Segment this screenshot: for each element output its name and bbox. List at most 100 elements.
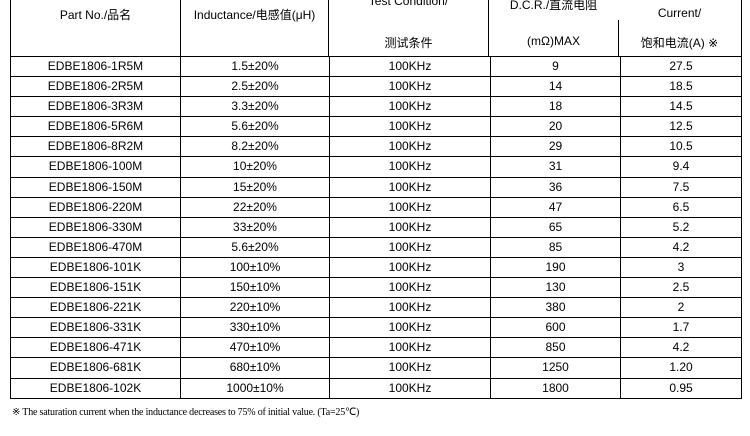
cell-test-condition: 100KHz: [330, 157, 491, 177]
cell-dcr: 600: [491, 318, 621, 338]
cell-part-no: EDBE1806-681K: [11, 358, 181, 378]
header-test-condition: Test Condition/测试条件: [329, 0, 489, 56]
cell-dcr: 29: [491, 137, 621, 157]
cell-test-condition: 100KHz: [330, 378, 491, 398]
cell-current: 10.5: [669, 139, 693, 154]
cell-current: 3: [677, 259, 685, 274]
table-row: EDBE1806-1R5M 1.5±20% 100KHz 9 27.5: [11, 57, 741, 78]
cell-current: 27.5: [669, 59, 693, 73]
cell-test-condition: 100KHz: [330, 237, 491, 257]
cell-current: 7.5: [672, 179, 690, 194]
cell-dcr: 190: [491, 257, 621, 278]
cell-current: 1.20: [669, 360, 693, 375]
cell-part-no: EDBE1806-101K: [11, 257, 181, 278]
cell-part-no: EDBE1806-1R5M: [11, 57, 181, 77]
cell-current: 18.5: [669, 79, 693, 94]
cell-inductance: 22±20%: [181, 197, 330, 217]
cell-inductance: 1000±10%: [181, 378, 330, 398]
header-text: 测试条件: [384, 36, 433, 50]
cell-part-no: EDBE1806-330M: [11, 217, 181, 237]
cell-dcr: 9: [491, 57, 621, 77]
cell-part-no: EDBE1806-331K: [11, 318, 181, 338]
header-text: Inductance/电感值(μH): [193, 8, 316, 22]
cell-current: 5.2: [672, 219, 690, 234]
cell-current: 14.5: [669, 99, 693, 114]
cell-test-condition: 100KHz: [330, 318, 491, 338]
cell-test-condition: 100KHz: [330, 197, 491, 217]
cell-inductance: 1.5±20%: [181, 57, 330, 77]
cell-test-condition: 100KHz: [330, 338, 491, 358]
cell-dcr: 47: [491, 197, 621, 217]
cell-dcr: 20: [491, 117, 621, 137]
header-text: Test Condition/: [368, 0, 449, 8]
header-text: 饱和电流(A) ※: [640, 36, 719, 50]
cell-part-no: EDBE1806-151K: [11, 278, 181, 298]
cell-inductance: 15±20%: [181, 177, 330, 197]
cell-part-no: EDBE1806-471K: [11, 338, 181, 358]
cell-part-no: EDBE1806-3R3M: [11, 97, 181, 117]
cell-test-condition: 100KHz: [330, 137, 491, 157]
cell-test-condition: 100KHz: [330, 57, 491, 77]
cell-inductance: 330±10%: [181, 318, 330, 338]
cell-inductance: 10±20%: [181, 157, 330, 177]
header-text: Part No./品名: [59, 8, 132, 22]
cell-dcr: 31: [491, 157, 621, 177]
cell-inductance: 8.2±20%: [181, 137, 330, 157]
header-dcr: D.C.R./直流电阻 (mΩ)MAX: [489, 0, 618, 56]
cell-dcr: 85: [491, 237, 621, 257]
table-row: EDBE1806-101K 100±10% 100KHz 190 3: [11, 257, 741, 279]
header-part-no: Part No./品名: [11, 0, 181, 56]
table-row: EDBE1806-220M 22±20% 100KHz 47 6.5: [11, 197, 741, 218]
spec-table: Part No./品名 Inductance/电感值(μH) Test Cond…: [10, 0, 742, 399]
footnote: ※ The saturation current when the induct…: [12, 407, 360, 418]
table-row: EDBE1806-471K 470±10% 100KHz 850 4.2: [11, 338, 741, 359]
table-row: EDBE1806-2R5M 2.5±20% 100KHz 14 18.5: [11, 77, 741, 98]
table-row: EDBE1806-331K 330±10% 100KHz 600 1.7: [11, 318, 741, 339]
cell-inductance: 680±10%: [181, 358, 330, 378]
cell-test-condition: 100KHz: [330, 97, 491, 117]
cell-inductance: 100±10%: [181, 257, 330, 278]
divider: [618, 20, 619, 56]
cell-current: 4.2: [672, 340, 690, 355]
cell-dcr: 380: [491, 298, 621, 318]
cell-current: 9.4: [672, 159, 690, 174]
cell-inductance: 150±10%: [181, 278, 330, 298]
cell-current: 6.5: [672, 199, 690, 214]
cell-dcr: 130: [491, 278, 621, 298]
cell-inductance: 2.5±20%: [181, 77, 330, 97]
cell-dcr: 65: [491, 217, 621, 237]
cell-current: 2: [677, 300, 685, 315]
cell-test-condition: 100KHz: [330, 298, 491, 318]
cell-dcr: 1800: [491, 378, 621, 398]
table-row: EDBE1806-151K 150±10% 100KHz 130 2.5: [11, 278, 741, 299]
cell-inductance: 470±10%: [181, 338, 330, 358]
table-header: Part No./品名 Inductance/电感值(μH) Test Cond…: [11, 0, 741, 57]
cell-test-condition: 100KHz: [330, 217, 491, 237]
cell-current: 4.2: [672, 239, 690, 254]
cell-dcr: 1250: [491, 358, 621, 378]
header-text: Current/: [657, 6, 702, 20]
cell-inductance: 5.6±20%: [181, 117, 330, 137]
cell-part-no: EDBE1806-150M: [11, 177, 181, 197]
cell-dcr: 850: [491, 338, 621, 358]
cell-current: 1.7: [672, 320, 690, 335]
cell-current: 2.5: [672, 280, 690, 295]
cell-part-no: EDBE1806-102K: [11, 378, 181, 398]
cell-dcr: 36: [491, 177, 621, 197]
cell-current: 0.95: [669, 380, 693, 395]
table-row: EDBE1806-3R3M 3.3±20% 100KHz 18 14.5: [11, 97, 741, 118]
cell-dcr: 14: [491, 77, 621, 97]
table-row: EDBE1806-5R6M 5.6±20% 100KHz 20 12.5: [11, 117, 741, 138]
table-body: EDBE1806-1R5M 1.5±20% 100KHz 9 27.5 EDBE1806-…: [11, 57, 741, 398]
cell-test-condition: 100KHz: [330, 77, 491, 97]
cell-part-no: EDBE1806-220M: [11, 197, 181, 217]
table-row: EDBE1806-330M 33±20% 100KHz 65 5.2: [11, 217, 741, 238]
table-row: EDBE1806-100M 10±20% 100KHz 31 9.4: [11, 157, 741, 178]
cell-inductance: 5.6±20%: [181, 237, 330, 257]
cell-part-no: EDBE1806-8R2M: [11, 137, 181, 157]
header-current: Current/饱和电流(A) ※: [619, 0, 740, 56]
header-text: D.C.R./直流电阻: [509, 0, 598, 12]
cell-test-condition: 100KHz: [330, 358, 491, 378]
cell-part-no: EDBE1806-5R6M: [11, 117, 181, 137]
table-row: EDBE1806-470M 5.6±20% 100KHz 85 4.2: [11, 237, 741, 258]
